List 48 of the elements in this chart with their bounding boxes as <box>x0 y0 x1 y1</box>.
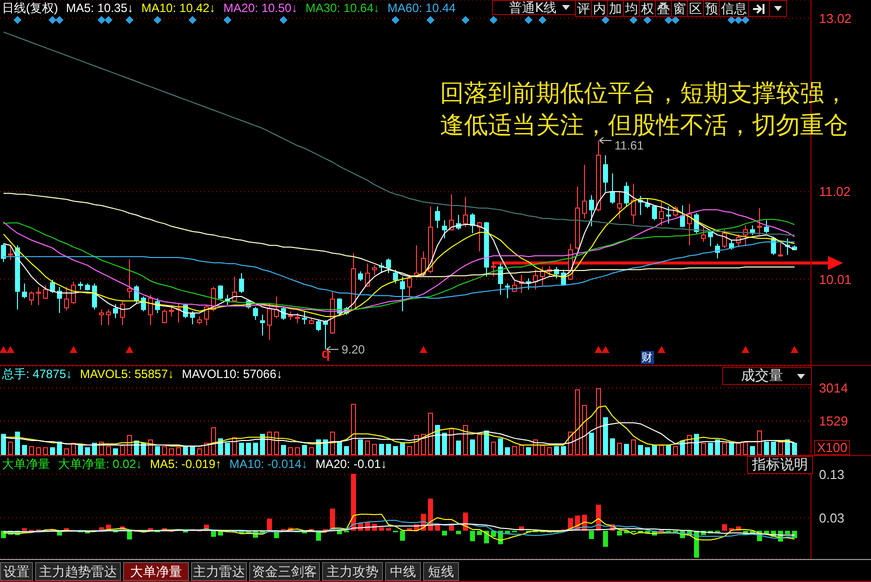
text: 主力趋势雷达 <box>35 562 121 581</box>
annotation: 信息 <box>719 0 749 17</box>
text: MA30: 10.64↓ <box>305 1 380 16</box>
text: 大单净量 <box>123 562 189 581</box>
annotation: 普通K线 <box>509 0 557 16</box>
text: 总手: 47875↓ <box>2 367 72 382</box>
annotation: 财 <box>640 351 654 364</box>
annotation: 加 <box>607 0 624 17</box>
text: MA5: -0.019↑ <box>150 457 222 472</box>
annotation: 叠 <box>655 0 672 17</box>
annotation: 指标说明 <box>747 456 813 474</box>
y-axis-title: X100 <box>814 440 850 455</box>
y-tick-label: 13.02 <box>819 10 852 26</box>
chart-title: 日线(复权) <box>2 1 58 16</box>
annotation: 评 <box>575 0 592 17</box>
annotation: 窗 <box>671 0 688 17</box>
text: MA10: -0.014↓ <box>229 457 308 472</box>
annotation: 11.61 <box>614 138 644 152</box>
annotation: 区 <box>687 0 704 17</box>
dropdown: 成交量 <box>722 367 812 385</box>
annotation: 9.20 <box>342 342 366 356</box>
text: 资金三剑客 <box>249 562 320 581</box>
chart-title: 大单净量 <box>2 457 50 472</box>
text: MAVOL10: 57066↓ <box>182 367 282 382</box>
annotation: 权 <box>639 0 656 17</box>
text: MA20: -0.01↓ <box>315 457 387 472</box>
text: 主力雷达 <box>191 562 247 581</box>
annotation: 成交量 <box>741 367 783 385</box>
y-tick-label: 1529 <box>819 414 848 429</box>
text: 设置 <box>0 562 33 581</box>
text: MAVOL5: 55857↓ <box>80 367 174 382</box>
text: MA10: 10.42↓ <box>141 1 216 16</box>
y-tick-label: 0.03 <box>819 510 844 526</box>
text: 短线 <box>423 562 459 581</box>
y-tick-label: 0.13 <box>819 466 844 482</box>
annotation: q <box>322 345 330 361</box>
text: MA5: 10.35↓ <box>66 1 134 16</box>
text: 大单净量: 0.02↓ <box>58 457 142 472</box>
text: MA60: 10.44 <box>388 1 456 16</box>
annotation: 预 <box>703 0 720 17</box>
annotation: 内 <box>591 0 608 17</box>
y-tick-label: 11.02 <box>819 184 851 200</box>
text: 中线 <box>385 562 421 581</box>
annotation: 均 <box>623 0 640 17</box>
text: 主力攻势 <box>322 562 383 581</box>
y-tick-label: 10.01 <box>819 272 852 287</box>
text: MA20: 10.50↓ <box>223 1 298 16</box>
y-tick-label: 3014 <box>819 380 848 396</box>
